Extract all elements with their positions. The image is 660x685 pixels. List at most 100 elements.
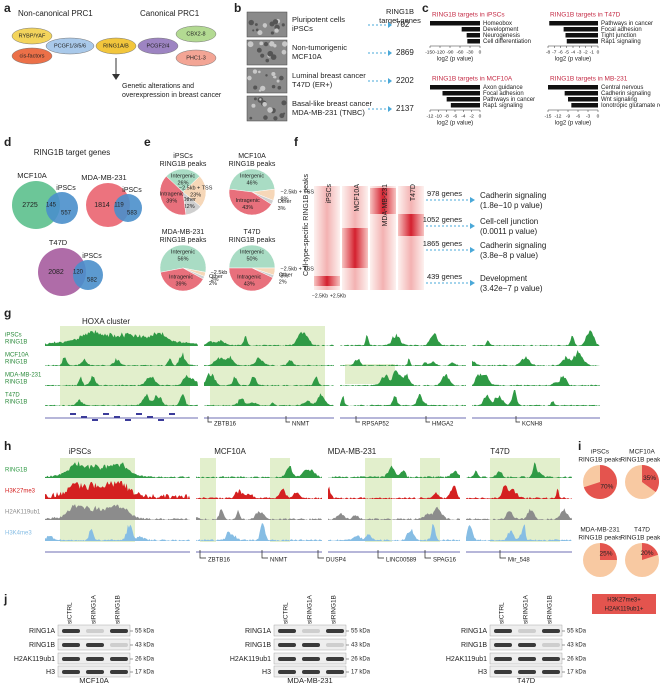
- band: [518, 657, 536, 661]
- label: 2725: [22, 202, 38, 209]
- label: (3.8e−8 p value): [480, 251, 538, 260]
- label: 39%: [176, 281, 187, 287]
- label: 70%: [600, 484, 613, 491]
- label: SPAG16: [433, 558, 457, 564]
- label: RING1B: [5, 400, 27, 406]
- band: [86, 657, 104, 661]
- signal-track: [204, 372, 334, 386]
- label: RING1B: [461, 642, 487, 649]
- signal-track: [340, 358, 466, 366]
- label: (0.0011 p value): [480, 227, 538, 236]
- gene-arrow: [424, 550, 431, 559]
- label: MCF10A: [79, 676, 109, 685]
- label: Intergenic: [240, 249, 264, 255]
- label: Non-canonical PRC1: [18, 9, 93, 18]
- label: RING1B targets in MB-231: [550, 76, 628, 83]
- label: 978 genes: [427, 189, 462, 198]
- label: T47D: [634, 527, 650, 534]
- exon: [125, 419, 131, 421]
- signal-track: [466, 462, 572, 478]
- gene-arrow: [199, 550, 206, 559]
- label: −2.5kb + TSS: [211, 270, 245, 276]
- pie-slice: [642, 465, 659, 492]
- label: 25%: [600, 551, 613, 558]
- label: 43%: [244, 281, 255, 287]
- band: [518, 643, 536, 647]
- signal-track: [196, 523, 322, 541]
- label: Intergenic: [171, 173, 195, 179]
- label: iPSCs: [292, 24, 313, 33]
- tick-label: -5: [565, 49, 570, 55]
- signal-track: [196, 488, 322, 499]
- label: NNMT: [270, 558, 288, 564]
- label: 43 kDa: [135, 643, 155, 649]
- pie-slice: [160, 267, 204, 292]
- panel-letter: b: [234, 1, 241, 15]
- signal-track: [45, 352, 198, 366]
- heatmap-block: [398, 214, 424, 236]
- axis-label: log2 (p value): [555, 121, 591, 127]
- pie-slice: [228, 267, 274, 292]
- label: RING1B peaks: [160, 237, 207, 244]
- pie-slice: [159, 175, 187, 216]
- protein: [11, 47, 53, 65]
- label: 1814: [94, 202, 110, 209]
- signal-track: [328, 524, 460, 541]
- bar: [430, 85, 480, 90]
- pie-slice: [165, 168, 201, 193]
- label: RING1B peaks: [229, 161, 276, 168]
- panel-letter: e: [144, 135, 151, 149]
- tick-label: -6: [576, 113, 581, 119]
- label: Cadherin signaling: [601, 91, 651, 97]
- label: T47D (ER+): [292, 80, 333, 89]
- label: 43 kDa: [567, 643, 587, 649]
- label: Other: [278, 199, 292, 205]
- cell-speck: [263, 41, 269, 47]
- label: 583: [127, 211, 138, 217]
- cell-speck: [254, 23, 258, 26]
- cell-speck: [281, 41, 288, 47]
- label: Other: [279, 273, 293, 279]
- tick-label: −2.5Kb: [312, 293, 328, 299]
- label: 23%: [190, 193, 201, 199]
- label: Ionotropic glutamate receptor: [601, 103, 660, 109]
- label: Wnt signaling: [601, 97, 637, 103]
- exon: [103, 413, 109, 415]
- band: [542, 657, 560, 661]
- band: [494, 643, 512, 647]
- cell-speck: [271, 84, 276, 89]
- label: Genetic alterations and: [122, 83, 194, 90]
- panel-letter: g: [4, 306, 11, 320]
- label: HMGA2: [432, 422, 454, 428]
- label: 17 kDa: [135, 670, 155, 676]
- cell-speck: [279, 75, 284, 81]
- pie-slice: [228, 168, 276, 193]
- label: 26 kDa: [567, 657, 587, 663]
- highlight: [420, 458, 440, 542]
- label: 1052 genes: [423, 215, 462, 224]
- tick-label: 0: [479, 113, 482, 119]
- band: [326, 657, 344, 661]
- label: H2AK119ub1: [446, 656, 487, 663]
- cell-speck: [247, 41, 254, 48]
- label: RING1B: [386, 7, 414, 16]
- label: 119: [114, 203, 124, 209]
- band: [110, 643, 128, 647]
- bar: [548, 85, 598, 90]
- gene-arrow: [355, 416, 360, 423]
- label: H2AK119ub1+: [605, 607, 644, 613]
- label: Canonical PRC1: [140, 9, 200, 18]
- label: RING1B peaks: [229, 237, 276, 244]
- tick-label: -1: [590, 49, 595, 55]
- band: [494, 670, 512, 674]
- label: siCTRL: [283, 602, 290, 624]
- arrowhead: [388, 50, 392, 56]
- bar: [442, 91, 480, 96]
- label: ZBTB16: [208, 558, 231, 564]
- label: MDA-MB-231: [81, 173, 126, 182]
- label: iPSCs: [56, 185, 76, 192]
- label: H3: [262, 669, 271, 676]
- label: Non-tumorigenic: [292, 43, 347, 52]
- cell-speck: [259, 41, 264, 46]
